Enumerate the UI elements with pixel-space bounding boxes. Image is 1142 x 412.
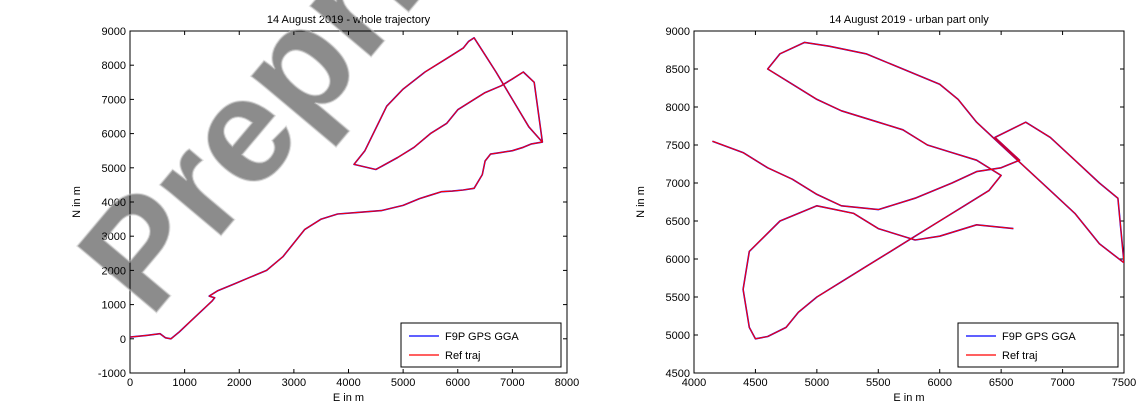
x-tick-label: 5500 [866,377,890,389]
x-tick-label: 0 [127,377,133,389]
y-tick-label: 6000 [102,129,126,141]
y-tick-label: 3000 [102,231,126,243]
y-axis-label: N in m [635,186,647,218]
y-tick-label: 0 [120,334,126,346]
x-tick-label: 7000 [500,377,524,389]
chart-title: 14 August 2019 - whole trajectory [267,14,431,26]
y-tick-label: 6500 [666,216,690,228]
legend-label: F9P GPS GGA [1002,331,1076,343]
y-tick-label: 8000 [666,102,690,114]
y-tick-label: 5500 [666,292,690,304]
y-tick-label: 5000 [666,330,690,342]
y-tick-label: 7500 [666,140,690,152]
x-tick-label: 6000 [446,377,470,389]
x-axis-label: E in m [333,392,364,404]
y-tick-label: 9000 [666,26,690,38]
legend-label: Ref traj [1002,350,1037,362]
chart-title: 14 August 2019 - urban part only [829,14,989,26]
y-tick-label: -1000 [98,368,126,380]
legend-label: Ref traj [445,350,480,362]
legend: F9P GPS GGA Ref traj [957,322,1119,368]
y-tick-label: 7000 [102,94,126,106]
legend-label: F9P GPS GGA [445,331,519,343]
series-line-ref-traj [712,41,1124,340]
y-tick-label: 2000 [102,265,126,277]
x-tick-label: 6000 [927,377,951,389]
x-tick-label: 3000 [282,377,306,389]
legend: F9P GPS GGA Ref traj [400,322,562,368]
legend-box [400,322,562,368]
y-axis-label: N in m [71,186,83,218]
y-tick-label: 4500 [666,368,690,380]
x-tick-label: 5000 [391,377,415,389]
plot-area [693,30,1125,374]
y-tick-label: 8000 [102,60,126,72]
y-tick-label: 7000 [666,178,690,190]
x-tick-label: 4000 [336,377,360,389]
chart-1: 14 August 2019 - whole trajectory 0 1000 20… [71,14,579,404]
y-tick-label: 5000 [102,163,126,175]
legend-box [957,322,1119,368]
x-tick-label: 4000 [682,377,706,389]
x-axis-label: E in m [893,392,924,404]
x-tick-label: 5000 [805,377,829,389]
y-tick-label: 8500 [666,64,690,76]
x-tick-label: 7000 [1050,377,1074,389]
x-tick-label: 1000 [172,377,196,389]
x-tick-label: 7500 [1112,377,1136,389]
y-tick-label: 6000 [666,254,690,266]
y-tick-label: 4000 [102,197,126,209]
series-line-ref-traj [130,37,543,340]
x-tick-label: 2000 [227,377,251,389]
y-tick-label: 9000 [102,26,126,38]
x-tick-label: 6500 [989,377,1013,389]
x-tick-label: 8000 [555,377,579,389]
y-tick-label: 1000 [102,300,126,312]
x-tick-label: 4500 [743,377,767,389]
